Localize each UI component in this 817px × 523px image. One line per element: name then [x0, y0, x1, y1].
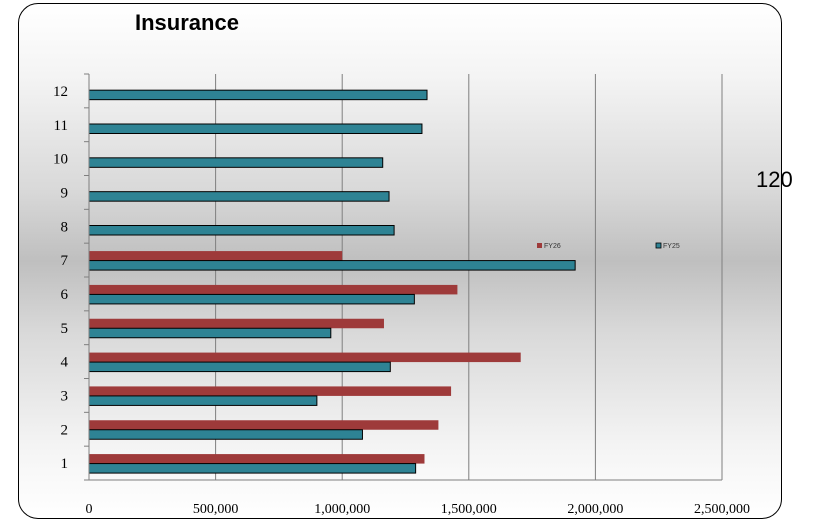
bar-fy25 — [89, 192, 389, 202]
y-tick-label: 1 — [61, 456, 69, 472]
y-tick-label: 9 — [61, 185, 69, 201]
legend-label: FY25 — [663, 243, 680, 250]
y-tick-label: 5 — [61, 321, 69, 337]
bar-fy26 — [89, 386, 451, 396]
y-tick-label: 12 — [53, 84, 68, 100]
bar-fy25 — [89, 464, 416, 474]
bar-fy25 — [89, 294, 414, 304]
legend-swatch — [656, 243, 661, 248]
y-tick-label: 3 — [61, 388, 69, 404]
bar-fy25 — [89, 124, 422, 134]
bar-fy26 — [89, 454, 424, 464]
y-tick-label: 4 — [61, 355, 69, 371]
bars — [89, 90, 575, 473]
legend: FY26 FY25 — [537, 243, 680, 250]
bar-fy26 — [89, 353, 521, 363]
x-tick-label: 500,000 — [193, 502, 239, 517]
x-tick-label: 0 — [86, 502, 93, 517]
bar-fy25 — [89, 396, 317, 406]
y-tick-label: 6 — [61, 287, 69, 303]
bar-fy25 — [89, 430, 362, 440]
bar-fy26 — [89, 251, 342, 260]
x-tick-label: 1,500,000 — [441, 502, 497, 517]
bar-fy25 — [89, 328, 331, 338]
y-tick-label: 10 — [53, 152, 68, 168]
y-tick-label: 2 — [61, 422, 69, 438]
bar-fy26 — [89, 285, 457, 295]
bar-fy25 — [89, 158, 383, 168]
x-tick-label: 2,500,000 — [694, 502, 750, 517]
gridlines — [216, 74, 722, 480]
bar-fy26 — [89, 420, 438, 430]
y-tick-label: 8 — [61, 219, 69, 235]
y-tick-label: 11 — [54, 118, 68, 134]
x-tick-label: 1,000,000 — [314, 502, 370, 517]
legend-label: FY26 — [544, 243, 561, 250]
bar-fy25 — [89, 261, 575, 271]
bar-fy26 — [89, 319, 384, 329]
x-tick-label: 2,000,000 — [567, 502, 623, 517]
y-tick-label: 7 — [61, 253, 69, 269]
legend-swatch — [537, 243, 542, 248]
bar-fy25 — [89, 226, 394, 236]
bar-fy25 — [89, 90, 427, 100]
bar-fy25 — [89, 362, 390, 372]
